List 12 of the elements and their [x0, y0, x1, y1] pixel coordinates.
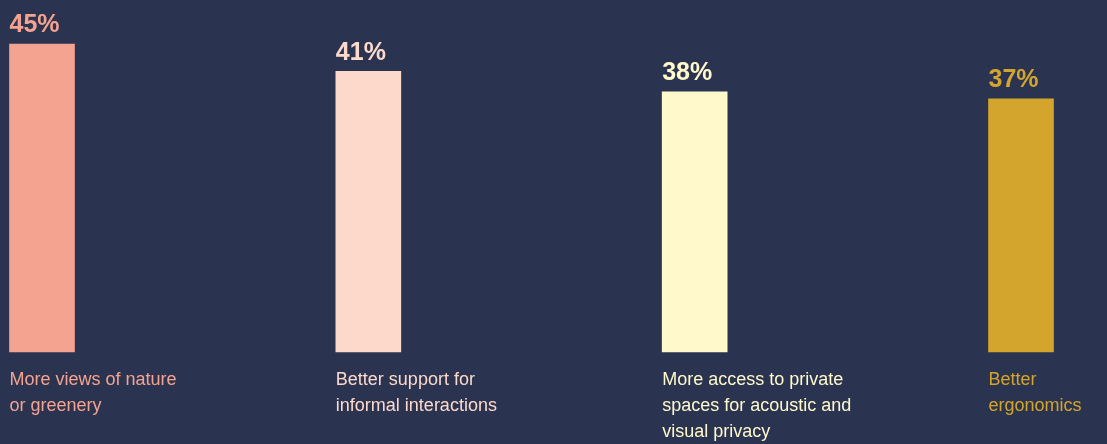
bar — [661, 91, 728, 353]
data-label: 45% — [9, 9, 60, 38]
x-tick-label: Better ergonomics — [988, 368, 1082, 415]
bar — [988, 98, 1054, 353]
x-tick-label: Better support for informal interactions — [335, 368, 497, 415]
data-label: 37% — [988, 64, 1039, 93]
bar — [335, 71, 402, 353]
bar — [9, 43, 75, 353]
data-label: 41% — [335, 36, 386, 65]
data-label: 38% — [662, 57, 713, 86]
x-tick-label: More views of nature or greenery — [9, 368, 177, 415]
x-tick-label: More access to private spaces for acoustic and visual privacy — [662, 368, 852, 441]
